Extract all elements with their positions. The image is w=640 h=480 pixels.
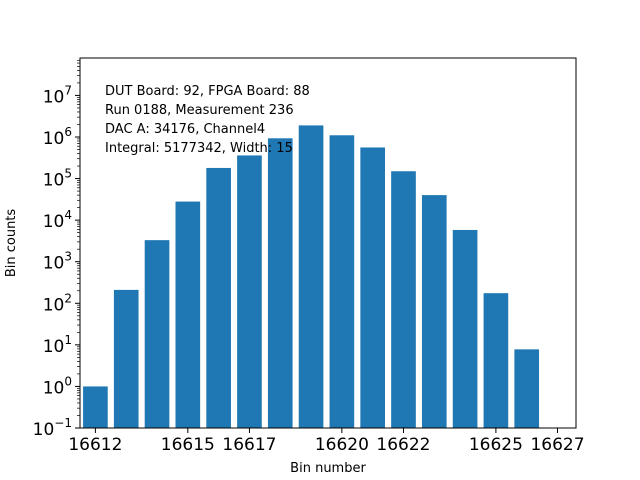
bar (144, 240, 170, 428)
x-tick-label: 16625 (469, 435, 523, 455)
bar (421, 195, 447, 428)
bar (452, 229, 478, 428)
y-axis: 10−1 100 101 102 103 104 105 106 107 (33, 59, 80, 440)
annotation-block: DUT Board: 92, FPGA Board: 88 Run 0188, M… (105, 84, 310, 156)
bar (83, 386, 108, 428)
bar (298, 125, 324, 429)
y-tick-label: 104 (43, 208, 72, 232)
y-tick-label: 102 (43, 291, 72, 315)
y-tick-label: 105 (43, 167, 72, 191)
x-tick-label: 16612 (68, 435, 122, 455)
y-axis-label: Bin counts (4, 209, 19, 278)
x-tick-label: 16615 (161, 435, 215, 455)
y-tick-label: 10−1 (33, 416, 72, 440)
y-tick-label: 103 (43, 250, 72, 274)
annotation-line: DUT Board: 92, FPGA Board: 88 (105, 84, 310, 99)
x-tick-label: 16627 (530, 435, 584, 455)
bar (483, 293, 509, 428)
bar (237, 155, 262, 428)
x-axis-label: Bin number (290, 461, 366, 476)
bar (329, 135, 355, 428)
bar (206, 167, 231, 428)
bar (175, 201, 201, 428)
bar (267, 138, 293, 429)
y-tick-label: 101 (43, 333, 72, 357)
bars-group (83, 125, 540, 429)
bar (391, 171, 416, 429)
annotation-line: Run 0188, Measurement 236 (105, 103, 294, 118)
plot-frame (79, 57, 577, 429)
y-tick-label: 107 (43, 83, 72, 107)
annotation-line: Integral: 5177342, Width: 15 (105, 141, 293, 156)
x-tick-label: 16617 (222, 435, 276, 455)
y-tick-label: 106 (43, 125, 72, 149)
y-tick-label: 100 (43, 374, 72, 398)
bar (514, 349, 540, 428)
bar (360, 147, 385, 428)
x-tick-label: 16622 (376, 435, 430, 455)
x-axis: 16612 16615 16617 16620 16622 16625 16627 (68, 428, 585, 455)
bar (113, 289, 139, 428)
x-tick-label: 16620 (315, 435, 369, 455)
annotation-line: DAC A: 34176, Channel4 (105, 122, 265, 137)
